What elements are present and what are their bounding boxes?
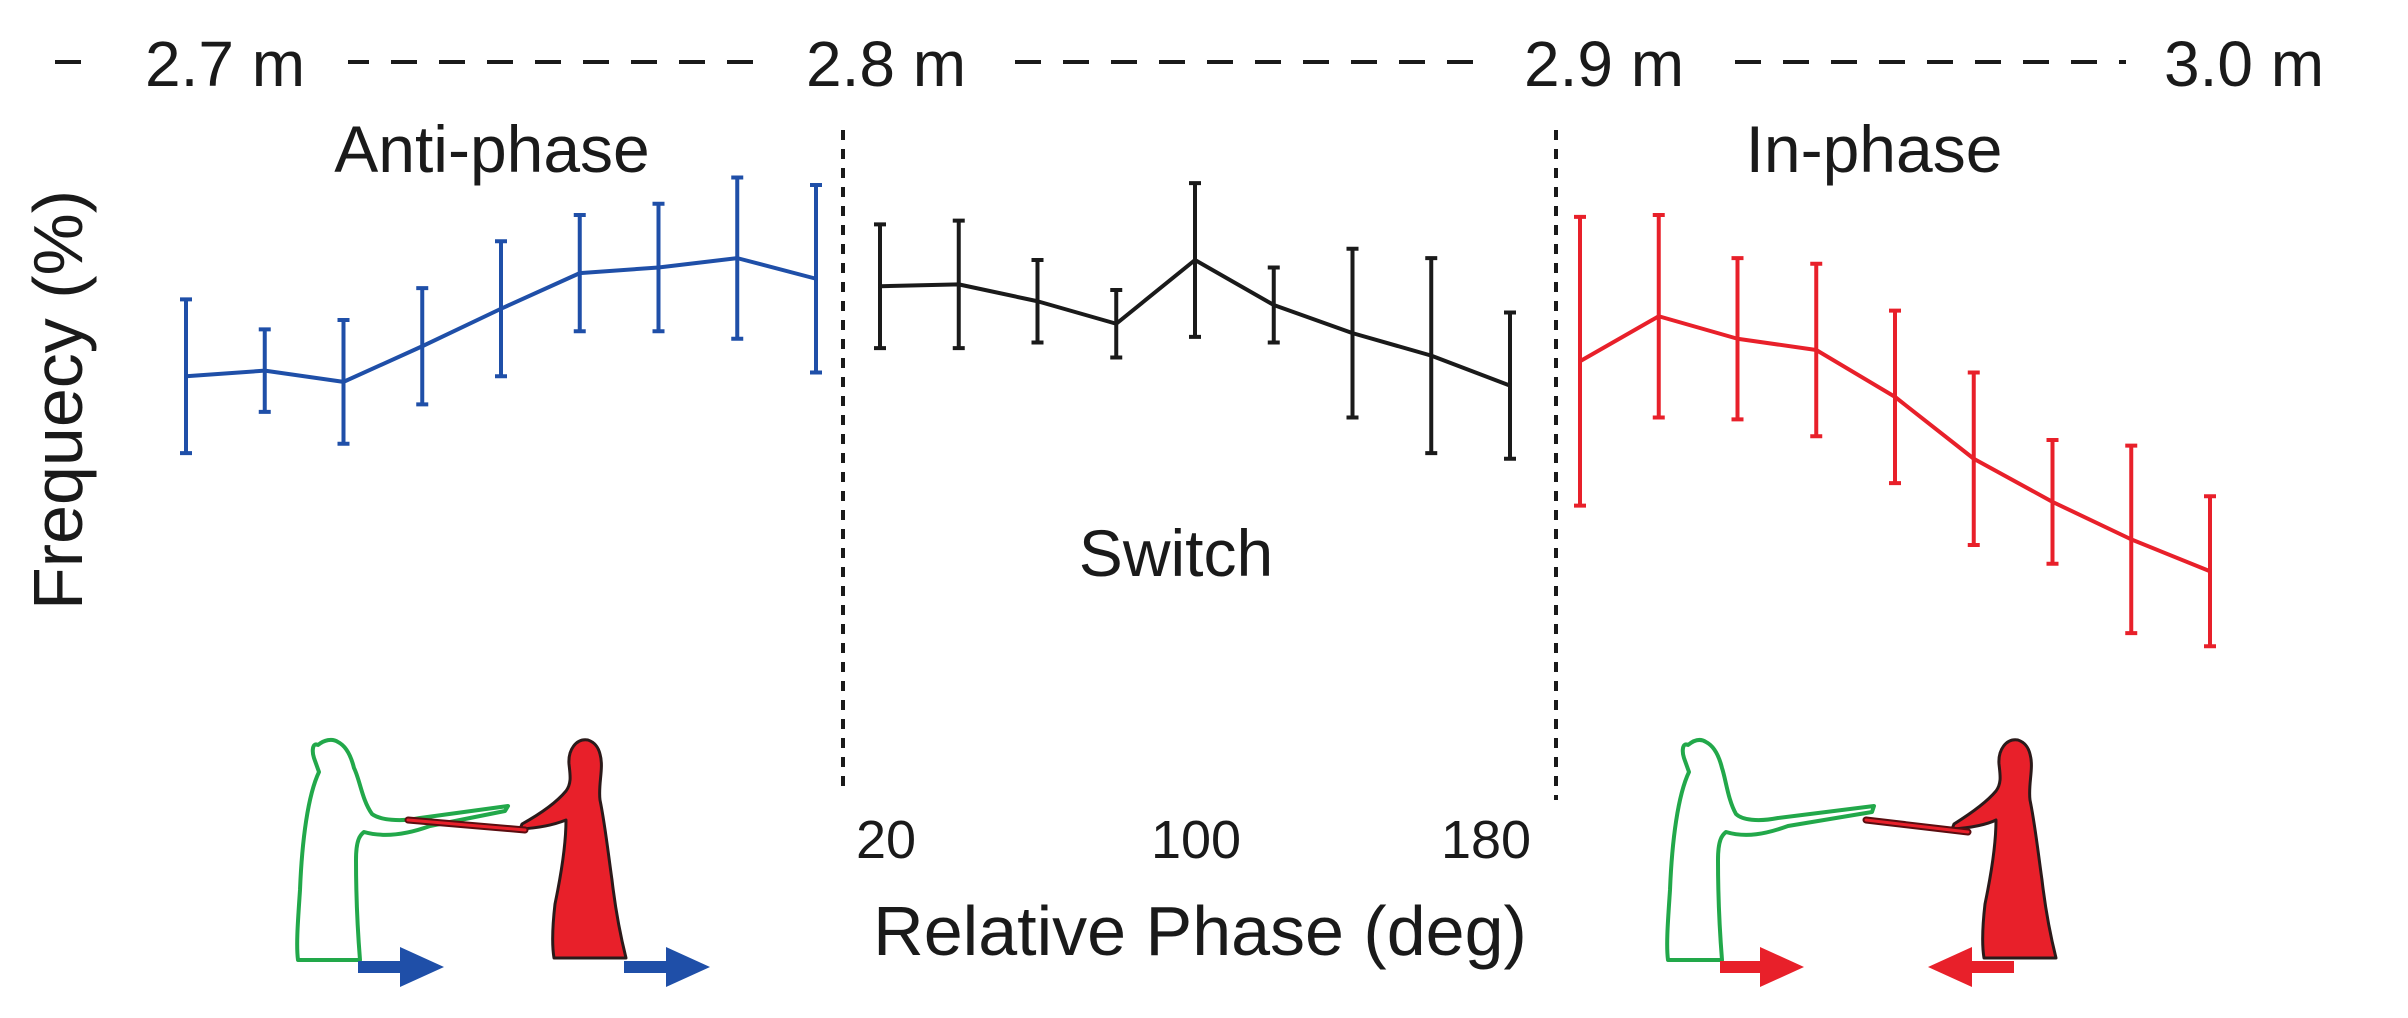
data-point xyxy=(1578,359,1582,364)
move-right-arrow xyxy=(1720,947,1804,987)
data-point xyxy=(1814,348,1819,352)
data-point xyxy=(499,306,503,311)
move-right-arrow xyxy=(624,947,710,987)
data-point xyxy=(2050,499,2055,504)
move-right-arrow xyxy=(358,947,444,987)
green-fencer-figure xyxy=(1665,737,1876,962)
x-tick-label-100: 100 xyxy=(1151,810,1241,870)
kendo-pair-anti-phase xyxy=(295,737,710,987)
data-point xyxy=(656,265,661,270)
data-point xyxy=(814,276,818,281)
data-point xyxy=(956,282,961,287)
series-anti-phase xyxy=(180,175,822,456)
ruler-label-2-8m: 2.8 m xyxy=(806,28,966,100)
red-fencer-figure xyxy=(1950,738,2058,960)
anti-phase-label: Anti-phase xyxy=(334,112,650,186)
move-left-arrow xyxy=(1928,947,2014,987)
data-point xyxy=(1350,331,1355,336)
data-point xyxy=(184,374,188,379)
series-layer xyxy=(180,175,2216,649)
data-point xyxy=(878,284,882,289)
data-point xyxy=(577,271,582,276)
data-point xyxy=(1893,394,1897,399)
data-point xyxy=(2129,537,2134,542)
data-point xyxy=(1735,336,1740,341)
data-point xyxy=(2208,569,2212,574)
data-point xyxy=(420,344,425,349)
green-fencer-figure xyxy=(295,737,510,962)
data-point xyxy=(1971,456,1976,461)
x-axis-label: Relative Phase (deg) xyxy=(873,892,1527,970)
series-in-phase xyxy=(1574,213,2216,649)
x-tick-label-20: 20 xyxy=(856,810,916,870)
data-point xyxy=(1193,258,1197,262)
ruler-label-3-0m: 3.0 m xyxy=(2164,28,2324,100)
ruler-label-2-9m: 2.9 m xyxy=(1524,28,1684,100)
data-point xyxy=(735,256,740,261)
data-point xyxy=(1114,321,1119,326)
series-switch xyxy=(874,181,1516,461)
switch-label: Switch xyxy=(1079,516,1273,590)
x-tick-label-180: 180 xyxy=(1441,810,1531,870)
red-fencer-figure xyxy=(518,738,628,960)
kendo-pair-in-phase xyxy=(1665,737,2058,987)
data-point xyxy=(262,368,267,373)
data-point xyxy=(1271,303,1276,307)
ruler-label-2-7m: 2.7 m xyxy=(145,28,305,100)
distance-ruler: 2.7 m 2.8 m 2.9 m 3.0 m xyxy=(55,22,2362,102)
data-point xyxy=(1429,353,1434,358)
data-point xyxy=(341,379,346,384)
data-point xyxy=(1035,299,1040,304)
in-phase-label: In-phase xyxy=(1746,112,2003,186)
data-point xyxy=(1508,383,1512,388)
y-axis-label: Frequecy (%) xyxy=(19,190,97,610)
data-point xyxy=(1656,314,1661,319)
